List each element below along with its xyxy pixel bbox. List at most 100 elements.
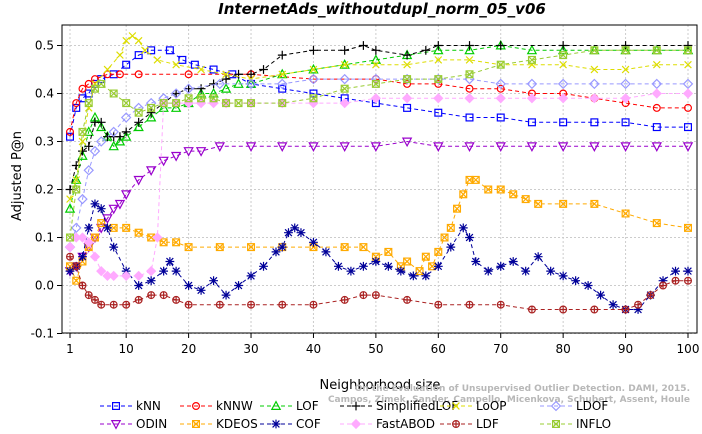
data-point-loop	[116, 51, 124, 59]
data-point-cof	[508, 257, 518, 266]
data-point-cof	[558, 271, 568, 281]
data-point-kdeos	[459, 190, 468, 199]
data-point-cof	[234, 281, 243, 290]
data-point-cof	[358, 261, 368, 271]
data-point-cof	[277, 242, 287, 252]
data-point-knn	[434, 108, 443, 117]
data-point-loop	[372, 60, 380, 69]
data-point-inflo	[147, 103, 156, 112]
y-tick-label: 0.2	[35, 183, 54, 197]
data-point-lof	[195, 87, 207, 98]
data-point-cof	[483, 266, 493, 276]
data-point-ldf	[527, 305, 536, 314]
data-point-loop	[621, 65, 630, 74]
data-point-ldf	[72, 262, 81, 271]
data-point-cof	[396, 266, 406, 276]
data-point-odin	[589, 142, 600, 152]
data-point-ldf	[134, 295, 143, 304]
data-point-odin	[120, 190, 132, 200]
legend-label-knn: kNN	[136, 399, 161, 413]
data-point-ldf	[90, 295, 99, 304]
data-point-fastabod	[146, 265, 157, 277]
legend-marker-fastabod	[350, 418, 362, 430]
data-point-lof	[133, 121, 144, 132]
data-point-lof	[220, 83, 232, 93]
data-point-inflo	[465, 70, 474, 79]
data-point-fastabod	[620, 93, 631, 104]
data-point-ldf	[659, 281, 668, 290]
data-point-ldof	[183, 83, 194, 94]
data-point-simplifiedlof	[358, 41, 368, 50]
y-axis-title: Adjusted P@n	[10, 131, 25, 221]
data-point-ldf	[371, 291, 380, 300]
data-point-cof	[496, 261, 506, 271]
data-point-odin	[620, 142, 631, 152]
legend-item-kdeos: KDEOS	[180, 417, 258, 431]
legend-item-knnw: kNNW	[180, 399, 253, 413]
data-point-cof	[90, 199, 100, 209]
data-point-kdeos	[72, 276, 81, 285]
data-point-odin	[557, 142, 569, 152]
data-point-inflo	[65, 233, 74, 242]
data-point-inflo	[84, 99, 93, 108]
data-point-ldf	[359, 291, 368, 300]
legend-marker-ldf	[452, 420, 461, 429]
series-line-simplifiedlof	[69, 44, 688, 190]
data-point-ldof	[495, 78, 506, 90]
data-point-odin	[433, 142, 444, 152]
x-tick-label: 100	[677, 342, 700, 356]
legend-item-loop: LoOP	[440, 399, 507, 413]
data-point-cof	[290, 223, 300, 233]
data-point-fastabod	[682, 88, 694, 99]
data-point-odin	[277, 142, 288, 152]
data-point-fastabod	[89, 251, 101, 262]
data-point-inflo	[72, 185, 81, 194]
data-point-kdeos	[184, 243, 193, 252]
data-point-simplifiedlof	[340, 45, 350, 55]
data-point-odin	[651, 142, 662, 152]
data-point-odin	[158, 156, 169, 167]
data-point-kdeos	[471, 175, 480, 184]
data-point-ldf	[278, 300, 287, 309]
data-point-knnw	[72, 99, 81, 108]
data-point-kdeos	[652, 219, 661, 228]
data-point-lof	[145, 111, 157, 122]
data-point-lof	[526, 44, 538, 55]
data-point-fastabod	[77, 232, 88, 243]
data-point-knn	[652, 123, 661, 132]
data-point-ldof	[70, 222, 82, 234]
data-point-cof	[633, 305, 643, 314]
data-point-simplifiedlof	[402, 50, 412, 60]
data-point-cof	[259, 261, 268, 271]
data-point-inflo	[652, 46, 661, 55]
data-point-kdeos	[534, 199, 543, 208]
data-point-cof	[465, 233, 474, 242]
data-point-kdeos	[97, 219, 106, 228]
data-point-loop	[122, 36, 131, 45]
data-point-inflo	[159, 99, 168, 108]
data-point-fastabod	[526, 93, 538, 104]
data-point-kdeos	[403, 257, 412, 266]
data-point-inflo	[559, 51, 568, 60]
series-fastabod	[64, 88, 694, 282]
data-point-kdeos	[509, 190, 518, 199]
data-point-ldf	[496, 300, 505, 309]
data-point-cof	[159, 266, 169, 276]
data-point-fastabod	[370, 93, 381, 104]
data-point-ldf	[434, 300, 443, 309]
data-point-simplifiedlof	[496, 41, 506, 50]
data-point-simplifiedlof	[115, 132, 125, 142]
data-point-ldf	[184, 300, 193, 309]
legend-label-lof: LOF	[296, 399, 319, 413]
data-point-simplifiedlof	[84, 141, 94, 151]
data-point-cof	[271, 247, 281, 257]
data-point-odin	[682, 142, 694, 152]
data-point-inflo	[309, 94, 318, 103]
legend-label-kdeos: KDEOS	[216, 417, 258, 431]
series-ldf	[65, 252, 692, 314]
data-point-knnw	[90, 75, 99, 84]
y-tick-label: 0.0	[35, 279, 54, 293]
data-point-simplifiedlof	[78, 146, 87, 156]
data-point-inflo	[527, 55, 536, 64]
data-point-simplifiedlof	[234, 69, 243, 79]
